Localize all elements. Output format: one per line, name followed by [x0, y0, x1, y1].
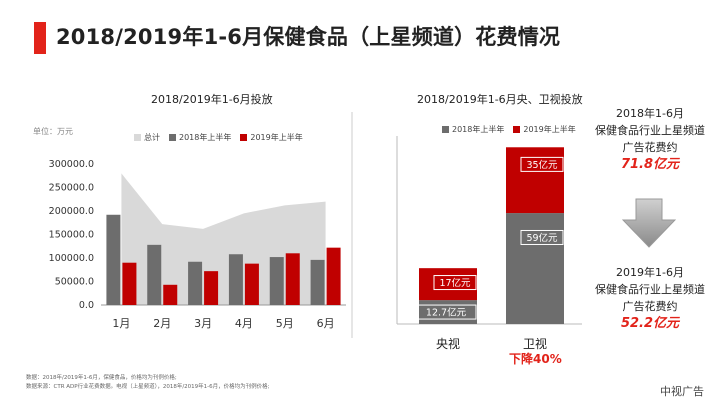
legend-item-r2019: 2019年上半年	[513, 124, 576, 135]
data-label-2018: 12.7亿元	[426, 307, 467, 319]
legend-label-2018: 2018年上半年	[179, 133, 232, 142]
x-tick-label: 1月	[112, 317, 130, 330]
stack-2019	[506, 147, 564, 214]
data-label-2018: 59亿元	[526, 232, 558, 244]
legend-label-r2019: 2019年上半年	[523, 125, 576, 134]
stack-2018	[506, 213, 564, 324]
bar-2018	[269, 257, 284, 305]
x-tick-label: 6月	[317, 317, 335, 330]
decline-label: 下降40%	[509, 352, 562, 366]
bar-2019	[122, 262, 137, 305]
footnote-line1: 数据：2018年/2019年1-6月，保健食品，价格均为刊例价格;	[26, 375, 177, 381]
unit-label: 单位：万元	[33, 127, 73, 136]
legend-swatch-2019	[240, 134, 248, 141]
data-label-2019-box	[520, 156, 564, 172]
right-chart-title: 2018/2019年1-6月央、卫视投放	[417, 93, 583, 106]
summary-2018-line1: 2018年1-6月	[616, 107, 684, 120]
data-label-2019-box	[433, 275, 477, 291]
summary-2018-line3: 广告花费约	[622, 141, 678, 154]
legend-label-total: 总计	[144, 133, 160, 142]
summary-2019-line3: 广告花费约	[622, 300, 678, 313]
bar-2019	[163, 284, 178, 305]
footnotes: 数据：2018年/2019年1-6月，保健食品，价格均为刊例价格; 数据来源：C…	[26, 374, 270, 392]
data-label-2018-box	[520, 229, 564, 245]
bar-2018	[310, 259, 325, 305]
page-title: 2018/2019年1-6月保健食品（上星频道）花费情况	[56, 25, 561, 49]
left-chart-legend: 总计 2018年上半年 2019年上半年	[134, 132, 312, 143]
y-tick-label: 0.0	[79, 300, 94, 311]
bar-2018	[188, 261, 203, 305]
x-tick-label: 卫视	[523, 336, 547, 351]
legend-item-total: 总计	[134, 132, 160, 143]
bar-2019	[244, 263, 259, 305]
bar-2018	[106, 214, 121, 305]
y-tick-label: 50000.0	[55, 277, 94, 288]
x-tick-label: 2月	[153, 317, 171, 330]
bar-2019	[285, 253, 300, 305]
summary-2019-line1: 2019年1-6月	[616, 266, 684, 279]
summary-2019-line2: 保健食品行业上星频道	[595, 283, 705, 296]
bar-2018	[147, 244, 162, 305]
legend-swatch-2018	[169, 134, 176, 141]
stack-2018	[419, 300, 477, 324]
x-tick-label: 4月	[235, 317, 253, 330]
summary-2018: 2018年1-6月 保健食品行业上星频道 广告花费约 71.8亿元	[585, 105, 715, 173]
bar-2018	[228, 254, 243, 305]
summary-2019: 2019年1-6月 保健食品行业上星频道 广告花费约 52.2亿元	[585, 264, 715, 332]
x-tick-label: 3月	[194, 317, 212, 330]
data-label-2019: 17亿元	[439, 277, 471, 289]
y-tick-label: 300000.0	[49, 159, 94, 170]
y-tick-label: 200000.0	[49, 206, 94, 217]
title-accent-bar	[34, 22, 46, 54]
brand-label: 中视广告	[660, 385, 704, 398]
footnote-line2: 数据来源：CTR ADP行业花费数据。电视（上星频道），2018年/2019年1…	[26, 384, 270, 390]
x-tick-label: 5月	[276, 317, 294, 330]
summary-2019-value: 52.2亿元	[620, 316, 680, 331]
stack-2019	[419, 268, 477, 301]
x-tick-label: 央视	[436, 336, 460, 351]
legend-label-r2018: 2018年上半年	[452, 125, 505, 134]
data-label-2019: 35亿元	[526, 159, 558, 171]
y-tick-label: 100000.0	[49, 253, 94, 264]
y-tick-label: 250000.0	[49, 183, 94, 194]
down-arrow-icon	[622, 198, 676, 248]
summary-2018-line2: 保健食品行业上星频道	[595, 124, 705, 137]
legend-swatch-total	[134, 134, 141, 141]
legend-swatch-r2019	[513, 126, 521, 133]
legend-item-r2018: 2018年上半年	[442, 124, 504, 135]
summary-2018-value: 71.8亿元	[620, 157, 680, 172]
y-tick-label: 150000.0	[49, 230, 94, 241]
legend-label-2019: 2019年上半年	[250, 133, 303, 142]
left-chart-title: 2018/2019年1-6月投放	[151, 93, 273, 106]
bar-2019	[326, 247, 341, 305]
right-chart-legend: 2018年上半年 2019年上半年	[442, 124, 585, 135]
data-label-2018-box	[415, 304, 477, 320]
legend-item-2019: 2019年上半年	[240, 132, 303, 143]
bar-2019	[204, 271, 219, 305]
legend-item-2018: 2018年上半年	[169, 132, 231, 143]
legend-swatch-r2018	[442, 126, 449, 133]
